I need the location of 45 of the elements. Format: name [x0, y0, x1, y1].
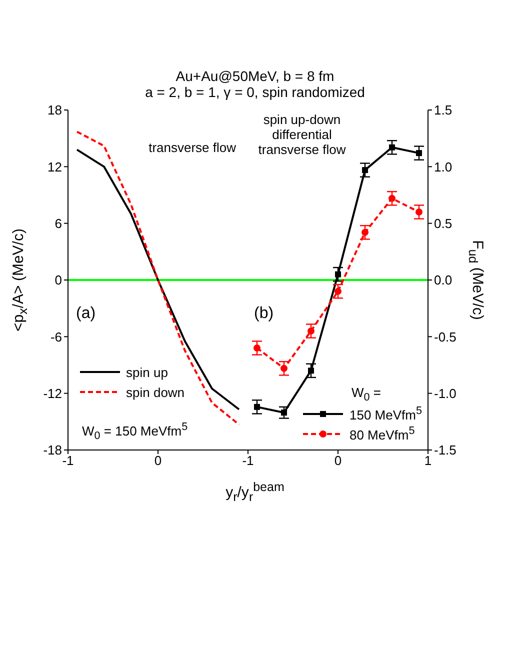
- y-tick-label: -18: [43, 442, 62, 458]
- point: [281, 410, 287, 416]
- chart-subtitle: a = 2, b = 1, γ = 0, spin randomized: [144, 84, 366, 100]
- annotation: transverse flow: [148, 140, 236, 155]
- y2-tick-label: 0.5: [434, 216, 452, 231]
- point: [416, 208, 422, 216]
- y-tick-label: -12: [43, 386, 62, 401]
- y2-tick-label: -1.5: [434, 442, 456, 458]
- point: [389, 144, 395, 150]
- legend-title: W$_{0}$ =: [351, 385, 382, 404]
- point: [254, 344, 260, 352]
- annotation: W$_{0}$ = 150 MeVfm$^{5}$: [82, 421, 188, 442]
- y-tick-label: 6: [54, 216, 62, 231]
- annotation: (a): [76, 305, 96, 323]
- point: [334, 288, 342, 295]
- y2-tick-label: 1.0: [434, 159, 452, 174]
- annotation: spin up-down differential transverse flow: [257, 112, 347, 157]
- legend-label: spin down: [126, 384, 185, 400]
- point: [308, 328, 314, 334]
- point: [254, 404, 260, 410]
- y-tick-label: 18: [48, 102, 62, 118]
- point: [280, 364, 288, 372]
- legend-label: spin up: [126, 364, 168, 380]
- x-tick-label: -1: [62, 453, 74, 468]
- point: [308, 368, 314, 374]
- point: [362, 167, 368, 174]
- y2-tick-label: 0.0: [434, 272, 452, 288]
- point: [416, 150, 422, 156]
- x-tick-label: -1: [242, 453, 254, 468]
- x-tick-label: 0: [334, 453, 342, 468]
- y-tick-label: 0: [54, 272, 62, 288]
- y-tick-label: -6: [50, 329, 62, 344]
- legend-label: 150 MeVfm$^{5}$: [349, 405, 422, 423]
- point: [388, 194, 396, 202]
- legend-label: 80 MeVfm$^{5}$: [349, 425, 415, 443]
- chart-title: Au+Au@50MeV, b = 8 fm: [174, 68, 336, 84]
- x-tick-label: 0: [154, 453, 162, 468]
- y2-tick-label: -0.5: [434, 329, 456, 344]
- y2-tick-label: 1.5: [434, 102, 452, 118]
- annotation: (b): [254, 305, 274, 323]
- x-tick-label: 1: [424, 453, 432, 468]
- y-tick-label: 12: [48, 159, 62, 174]
- point: [362, 228, 368, 236]
- point: [335, 271, 341, 278]
- y2-tick-label: -1.0: [434, 386, 456, 401]
